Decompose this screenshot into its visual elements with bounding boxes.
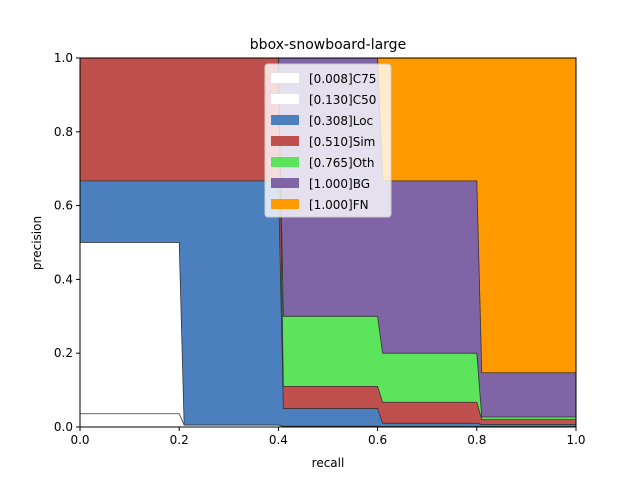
legend-label: [1.000]BG [309, 177, 370, 191]
x-tick-label: 0.0 [70, 433, 89, 447]
y-tick-label: 0.2 [54, 346, 73, 360]
y-tick-label: 0.8 [54, 125, 73, 139]
y-tick-label: 1.0 [54, 51, 73, 65]
legend-swatch [271, 73, 299, 83]
legend-swatch [271, 115, 299, 125]
y-axis-label: precision [30, 216, 44, 270]
x-tick-label: 0.8 [467, 433, 486, 447]
legend-label: [1.000]FN [309, 198, 369, 212]
area-0-130-c50 [80, 242, 576, 427]
y-tick-label: 0.6 [54, 199, 73, 213]
x-tick-label: 0.6 [368, 433, 387, 447]
legend-label: [0.765]Oth [309, 156, 374, 170]
x-tick-label: 0.2 [170, 433, 189, 447]
area-0-008-c75 [80, 413, 576, 427]
axes-frame [79, 57, 577, 428]
chart-title: bbox-snowboard-large [250, 37, 406, 53]
plot-areas [80, 57, 576, 428]
legend-label: [0.130]C50 [309, 93, 376, 107]
legend-swatch [271, 157, 299, 167]
legend-swatch [271, 136, 299, 146]
y-tick-label: 0.4 [54, 272, 73, 286]
x-tick-label: 0.4 [269, 433, 288, 447]
legend-label: [0.008]C75 [309, 72, 376, 86]
y-axis-ticks: 0.0 0.2 0.4 0.6 0.8 1.0 [54, 51, 80, 434]
legend: [0.008]C75 [0.130]C50 [0.308]Loc [0.510]Sim… [264, 63, 392, 218]
x-axis-label: recall [312, 456, 345, 470]
x-axis-ticks: 0.0 0.2 0.4 0.6 0.8 1.0 [70, 427, 586, 447]
legend-label: [0.308]Loc [309, 114, 373, 128]
legend-swatch [271, 199, 299, 209]
line-0-308-loc [80, 180, 576, 425]
x-tick-label: 1.0 [566, 433, 585, 447]
legend-swatch [271, 178, 299, 188]
legend-label: [0.510]Sim [309, 135, 375, 149]
y-tick-label: 0.0 [54, 420, 73, 434]
area-0-308-loc [80, 180, 576, 427]
legend-swatch [271, 94, 299, 104]
